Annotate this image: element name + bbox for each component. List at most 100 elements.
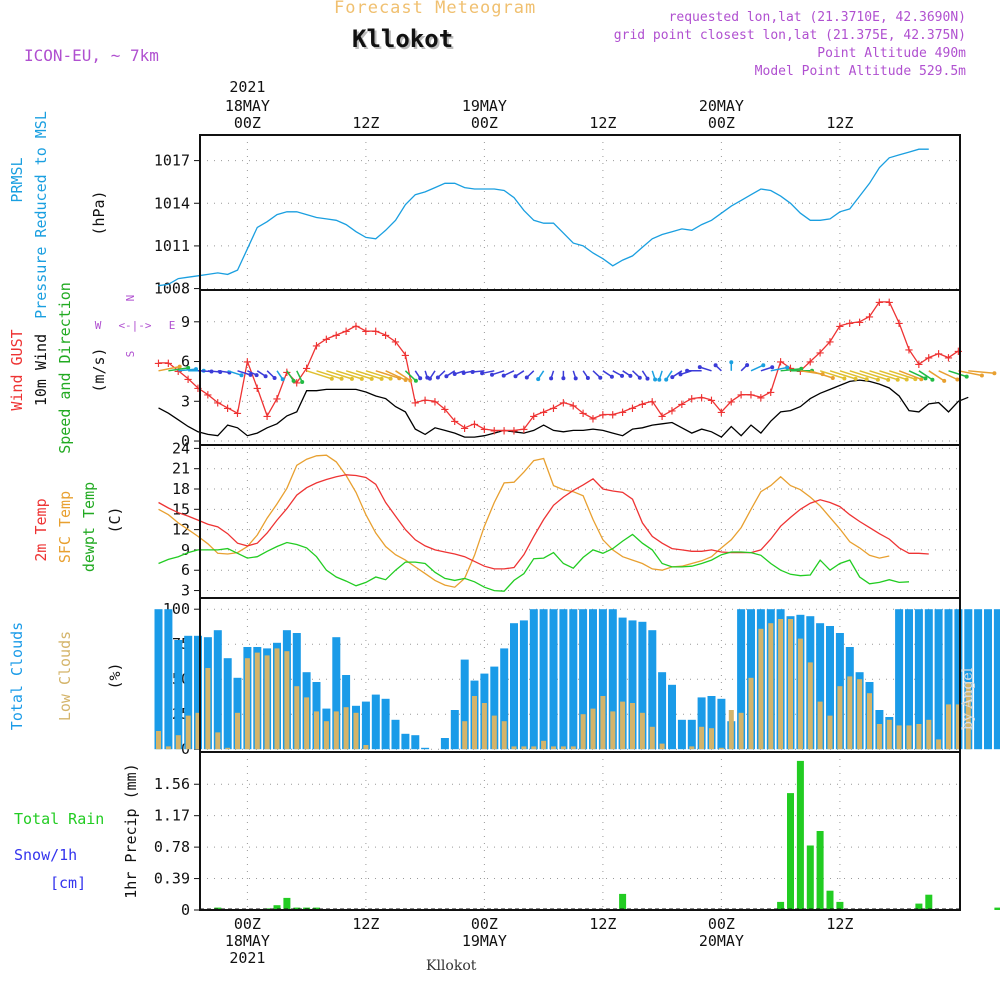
rain-bar xyxy=(293,907,301,910)
gust-marker: + xyxy=(441,402,449,418)
gust-marker: + xyxy=(875,295,883,311)
low-cloud-bar xyxy=(462,721,468,750)
clouds-unit-group: (%) xyxy=(106,662,124,689)
wind-arrow xyxy=(158,365,180,372)
low-cloud-bar xyxy=(689,746,695,750)
panel-frame-0 xyxy=(199,134,961,291)
total-cloud-bar xyxy=(826,626,834,750)
snow-label: Snow/1h xyxy=(14,846,77,864)
requested-coords: requested lon,lat (21.3710E, 42.3690N) xyxy=(668,10,966,25)
gust-marker: + xyxy=(352,319,360,335)
low-cloud-bar xyxy=(600,696,606,750)
wind-arrowhead xyxy=(895,377,900,382)
speed-direction-label-group: Speed and Direction xyxy=(56,282,74,454)
panel-frame-4 xyxy=(199,751,961,911)
total-cloud-bar xyxy=(579,609,588,750)
snow-unit-label: [cm] xyxy=(50,874,86,892)
gust-marker: + xyxy=(539,405,547,421)
total-cloud-bar xyxy=(490,666,499,750)
rain-bar xyxy=(925,894,933,910)
ytick-label-p1-1: 3 xyxy=(181,392,190,410)
temp-unit: (C) xyxy=(106,506,124,533)
ytick-label-p1-2: 6 xyxy=(181,353,190,371)
total-cloud-bar xyxy=(697,697,706,750)
wind-arrowhead xyxy=(729,360,734,365)
low-cloud-bar xyxy=(551,746,556,750)
total-cloud-bar xyxy=(539,609,548,750)
wind-arrowhead xyxy=(620,373,624,378)
low-cloud-bar xyxy=(254,652,260,750)
wind-arrow xyxy=(699,366,712,372)
total-cloud-bar xyxy=(608,609,617,750)
top-time-label-0-1: 00Z xyxy=(234,114,261,132)
low-cloud-bar xyxy=(570,746,576,750)
gust-marker: + xyxy=(559,396,567,412)
total-cloud-bar xyxy=(529,609,538,750)
dewpt-label-group: dewpt Temp xyxy=(80,482,98,572)
bottom-time-label-3-0: 12Z xyxy=(589,915,616,933)
total-cloud-bar xyxy=(944,609,953,750)
wind-arrow xyxy=(481,370,495,375)
low-cloud-bar xyxy=(235,712,240,750)
ytick-label-p2-3: 12 xyxy=(172,521,190,539)
low-cloud-bar xyxy=(876,724,882,750)
total-cloud-bar xyxy=(737,609,746,750)
top-time-label-4-0: 20MAY xyxy=(699,97,744,115)
model-point-altitude: Model Point Altitude 529.5m xyxy=(754,64,966,79)
wind-arrowhead xyxy=(853,376,858,381)
wind-arrowhead xyxy=(470,370,475,374)
gust-marker: + xyxy=(658,409,666,425)
wind-arrowhead xyxy=(461,371,466,375)
sfc-temp-label: SFC Temp xyxy=(56,491,74,563)
low-cloud-bar xyxy=(165,746,171,750)
wind-arrow xyxy=(839,370,867,381)
gust-marker: + xyxy=(431,394,439,410)
gust-marker: + xyxy=(302,361,310,377)
wind-arrowhead xyxy=(598,375,603,380)
bottom-time-label-4-1: 20MAY xyxy=(699,932,744,950)
total-cloud-bar xyxy=(510,623,518,750)
total-cloud-bar xyxy=(677,719,686,750)
top-time-label-5-0: 12Z xyxy=(826,114,853,132)
dewpt-label: dewpt Temp xyxy=(80,482,98,572)
wind-arrowhead xyxy=(657,377,662,382)
gust-marker: + xyxy=(322,332,330,348)
clouds-unit: (%) xyxy=(106,662,124,689)
compass-south: S xyxy=(124,351,137,358)
wind-arrow xyxy=(869,370,898,381)
wind-arrow xyxy=(810,370,834,379)
low-cloud-bar xyxy=(659,743,665,750)
gust-marker: + xyxy=(293,376,301,392)
wind-arrowhead xyxy=(263,374,268,379)
low-cloud-bar xyxy=(946,704,951,750)
top-year-label: 2021 xyxy=(229,78,265,96)
gust-marker: + xyxy=(747,388,755,404)
low-clouds-label: Low Clouds xyxy=(56,631,74,721)
total-cloud-bar xyxy=(223,658,232,750)
gust-marker: + xyxy=(381,328,389,344)
gust-marker: + xyxy=(618,405,626,421)
rain-bar xyxy=(915,903,923,910)
pressure-unit: (hPa) xyxy=(90,190,108,235)
total-cloud-bar xyxy=(924,609,933,750)
low-cloud-bar xyxy=(244,658,250,750)
panel-frame-2 xyxy=(199,444,961,599)
wind-arrow xyxy=(889,370,916,380)
low-cloud-bar xyxy=(926,719,932,750)
wind-arrow xyxy=(326,370,353,380)
low-cloud-bar xyxy=(728,710,734,750)
wind-arrowhead xyxy=(992,371,997,376)
wind-arrow xyxy=(491,370,505,376)
precip-unit-group: 1hr Precip (mm) xyxy=(122,763,140,898)
low-cloud-bar xyxy=(580,714,586,750)
wind-arrowhead xyxy=(904,377,909,382)
low-cloud-bar xyxy=(501,721,507,750)
total-cloud-bar xyxy=(658,672,667,750)
wind-arrowhead xyxy=(664,377,669,382)
gust-marker: + xyxy=(204,388,212,404)
wind-arrowhead xyxy=(785,365,790,370)
low-cloud-bar xyxy=(817,701,823,750)
low-cloud-bar xyxy=(323,721,329,750)
wind-arrow xyxy=(316,370,342,380)
sfc-temp-label-group: SFC Temp xyxy=(56,491,74,563)
